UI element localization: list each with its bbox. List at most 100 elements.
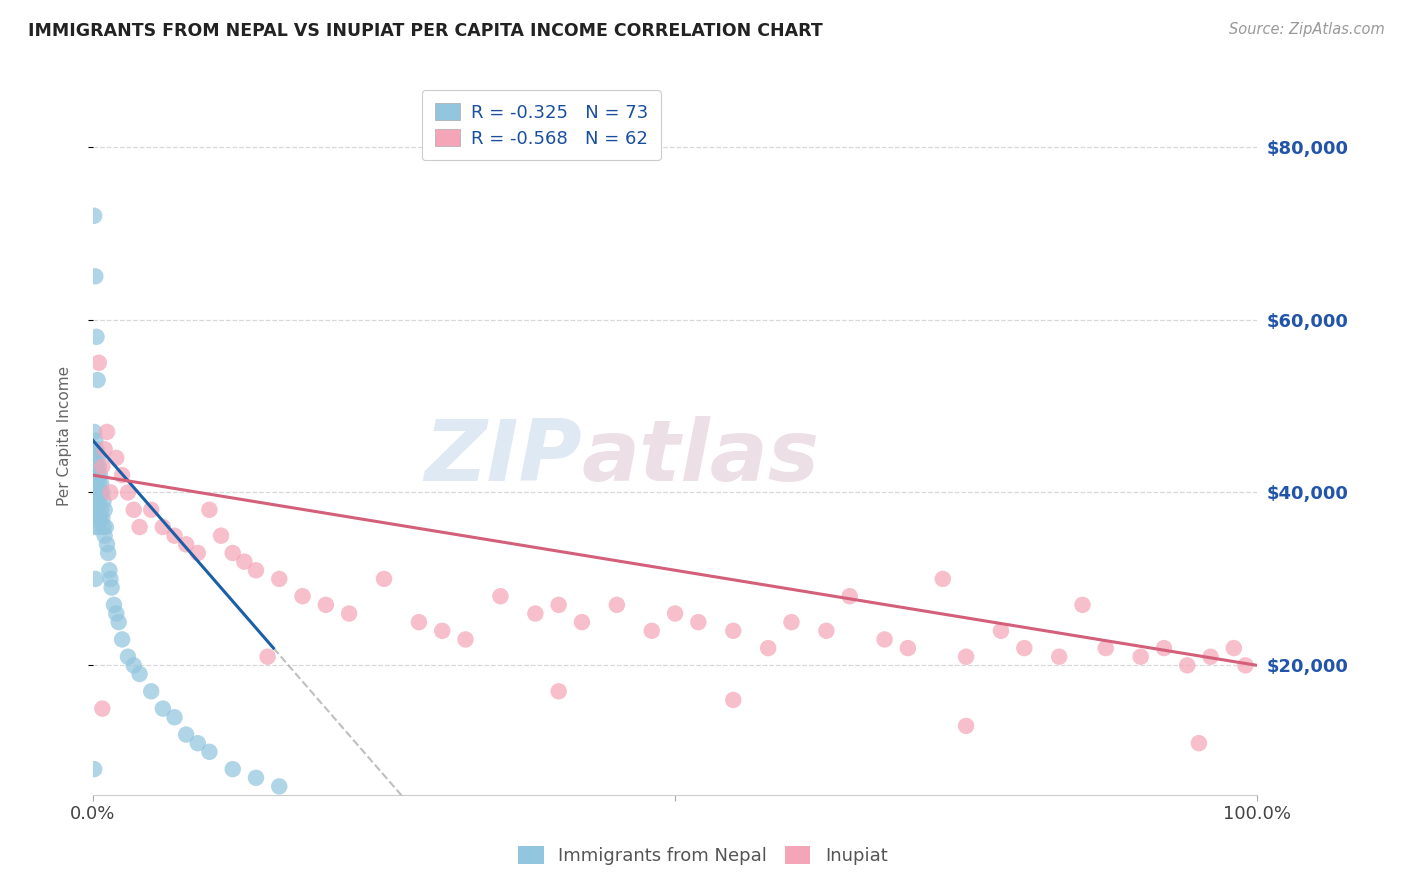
Point bbox=[100, 572, 122, 586]
Point bbox=[1223, 641, 1246, 656]
Point bbox=[93, 529, 115, 543]
Point bbox=[86, 373, 108, 387]
Point bbox=[524, 607, 547, 621]
Point bbox=[269, 572, 291, 586]
Point bbox=[454, 632, 477, 647]
Point bbox=[432, 624, 454, 638]
Point bbox=[90, 476, 112, 491]
Point bbox=[990, 624, 1012, 638]
Text: atlas: atlas bbox=[582, 417, 820, 500]
Point bbox=[489, 589, 512, 603]
Point bbox=[91, 459, 114, 474]
Point bbox=[86, 468, 108, 483]
Point bbox=[117, 485, 139, 500]
Point bbox=[107, 615, 129, 629]
Point bbox=[122, 502, 145, 516]
Point bbox=[1129, 649, 1152, 664]
Point bbox=[86, 468, 108, 483]
Point bbox=[1094, 641, 1116, 656]
Point bbox=[245, 771, 267, 785]
Point bbox=[83, 209, 105, 223]
Point bbox=[86, 502, 108, 516]
Point bbox=[84, 434, 107, 448]
Point bbox=[1199, 649, 1222, 664]
Point bbox=[315, 598, 337, 612]
Point bbox=[222, 546, 245, 560]
Point bbox=[83, 502, 105, 516]
Point bbox=[838, 589, 860, 603]
Point bbox=[152, 520, 174, 534]
Point bbox=[955, 649, 977, 664]
Point bbox=[163, 529, 186, 543]
Point bbox=[87, 476, 110, 491]
Point bbox=[1153, 641, 1175, 656]
Text: Source: ZipAtlas.com: Source: ZipAtlas.com bbox=[1229, 22, 1385, 37]
Point bbox=[688, 615, 710, 629]
Point bbox=[256, 649, 278, 664]
Point bbox=[209, 529, 232, 543]
Point bbox=[141, 502, 163, 516]
Point bbox=[83, 459, 105, 474]
Point bbox=[89, 468, 111, 483]
Point bbox=[93, 494, 115, 508]
Point bbox=[86, 476, 108, 491]
Point bbox=[91, 701, 114, 715]
Point bbox=[96, 425, 118, 439]
Text: IMMIGRANTS FROM NEPAL VS INUPIAT PER CAPITA INCOME CORRELATION CHART: IMMIGRANTS FROM NEPAL VS INUPIAT PER CAP… bbox=[28, 22, 823, 40]
Point bbox=[84, 502, 107, 516]
Point bbox=[87, 494, 110, 508]
Point bbox=[83, 476, 105, 491]
Point bbox=[100, 581, 122, 595]
Point bbox=[86, 494, 108, 508]
Point bbox=[955, 719, 977, 733]
Point bbox=[756, 641, 779, 656]
Point bbox=[174, 537, 197, 551]
Point bbox=[86, 330, 108, 344]
Point bbox=[83, 442, 105, 457]
Point bbox=[91, 511, 114, 525]
Point bbox=[128, 667, 150, 681]
Y-axis label: Per Capita Income: Per Capita Income bbox=[58, 367, 72, 507]
Point bbox=[723, 624, 745, 638]
Point bbox=[93, 520, 115, 534]
Point bbox=[93, 442, 115, 457]
Point bbox=[84, 520, 107, 534]
Point bbox=[84, 450, 107, 465]
Point bbox=[86, 485, 108, 500]
Point bbox=[815, 624, 838, 638]
Point bbox=[163, 710, 186, 724]
Point bbox=[111, 468, 134, 483]
Point bbox=[84, 572, 107, 586]
Point bbox=[664, 607, 686, 621]
Point bbox=[83, 762, 105, 776]
Point bbox=[187, 736, 209, 750]
Point bbox=[87, 459, 110, 474]
Point bbox=[1234, 658, 1257, 673]
Point bbox=[87, 356, 110, 370]
Point bbox=[105, 607, 128, 621]
Point bbox=[84, 485, 107, 500]
Point bbox=[98, 563, 121, 577]
Point bbox=[222, 762, 245, 776]
Point bbox=[187, 546, 209, 560]
Point bbox=[641, 624, 664, 638]
Point bbox=[86, 442, 108, 457]
Point bbox=[83, 468, 105, 483]
Point bbox=[97, 546, 120, 560]
Point bbox=[198, 745, 221, 759]
Point bbox=[105, 450, 128, 465]
Point bbox=[547, 598, 569, 612]
Point bbox=[87, 511, 110, 525]
Point bbox=[83, 511, 105, 525]
Point bbox=[89, 511, 111, 525]
Point bbox=[84, 468, 107, 483]
Point bbox=[93, 502, 115, 516]
Point bbox=[606, 598, 628, 612]
Point bbox=[84, 476, 107, 491]
Point bbox=[90, 502, 112, 516]
Point bbox=[897, 641, 920, 656]
Point bbox=[86, 511, 108, 525]
Point bbox=[96, 537, 118, 551]
Point bbox=[83, 494, 105, 508]
Point bbox=[373, 572, 395, 586]
